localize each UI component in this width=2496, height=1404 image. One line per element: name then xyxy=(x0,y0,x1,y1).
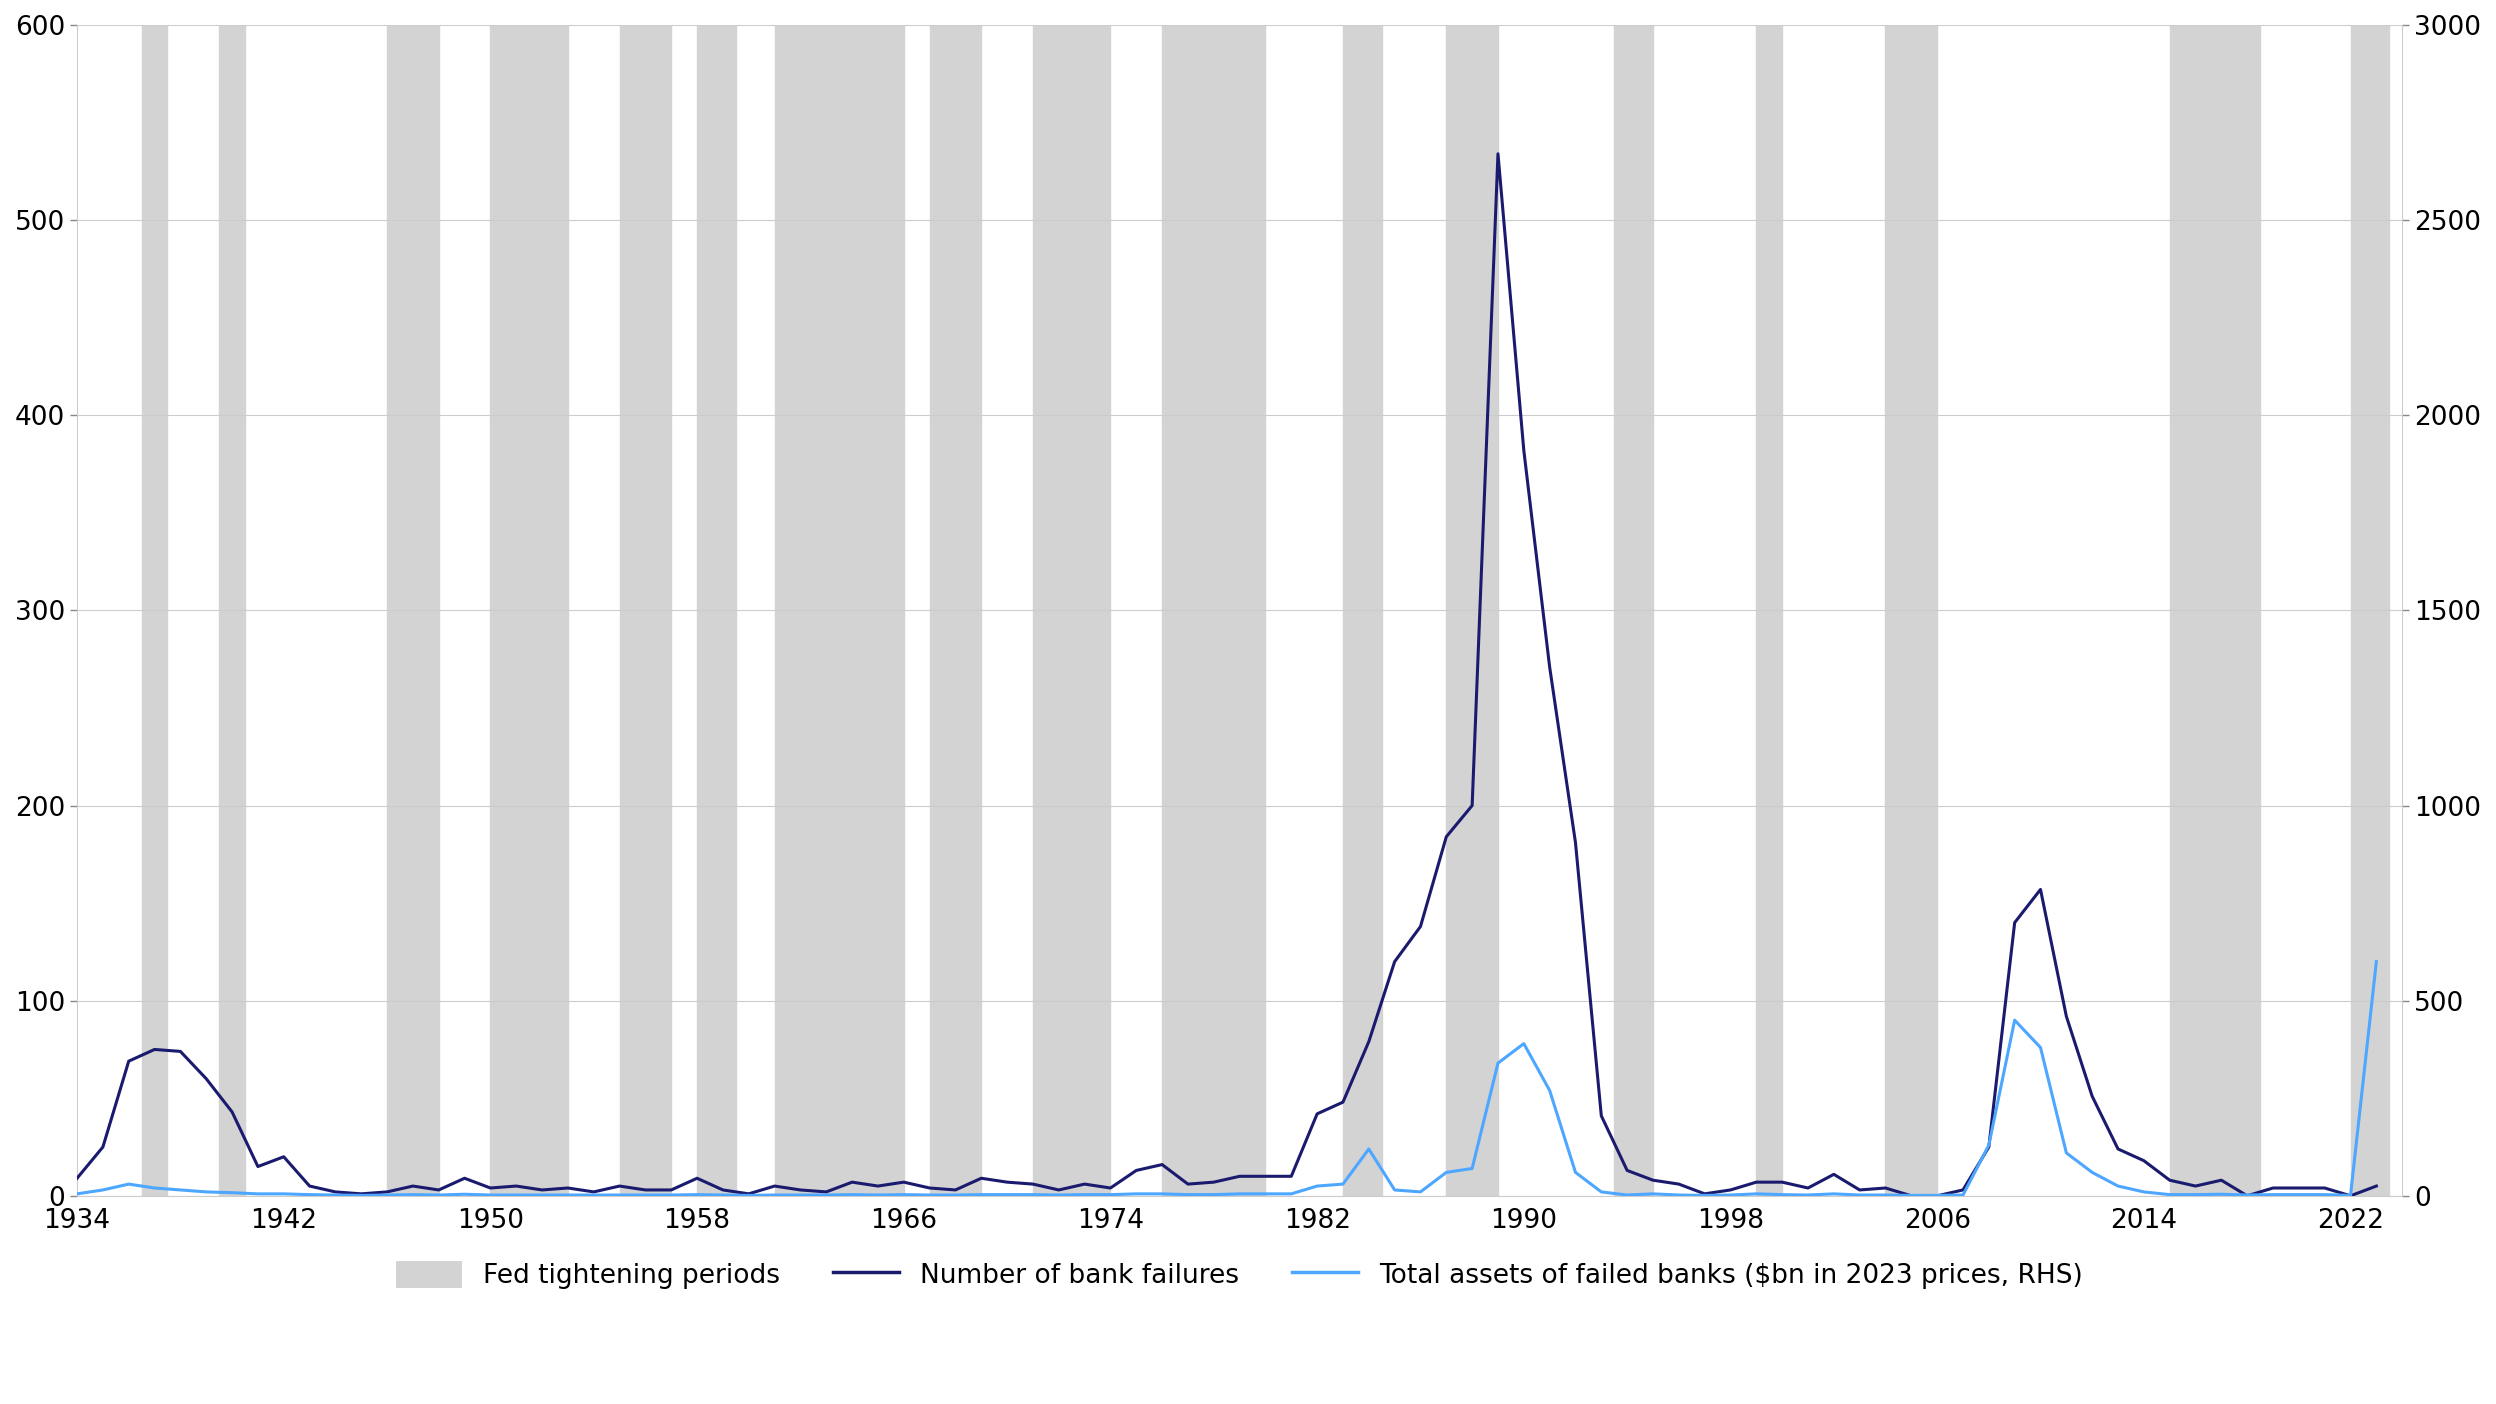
Bar xyxy=(774,25,904,1196)
Bar xyxy=(2351,25,2389,1196)
Bar xyxy=(1884,25,1937,1196)
Legend: Fed tightening periods, Number of bank failures, Total assets of failed banks ($: Fed tightening periods, Number of bank f… xyxy=(387,1250,2094,1300)
Bar xyxy=(1445,25,1498,1196)
Bar xyxy=(2169,25,2259,1196)
Bar xyxy=(619,25,671,1196)
Bar xyxy=(142,25,167,1196)
Bar xyxy=(220,25,245,1196)
Bar xyxy=(929,25,981,1196)
Bar xyxy=(1163,25,1265,1196)
Bar xyxy=(1757,25,1782,1196)
Bar xyxy=(489,25,569,1196)
Bar xyxy=(696,25,736,1196)
Bar xyxy=(387,25,439,1196)
Bar xyxy=(1343,25,1383,1196)
Bar xyxy=(1615,25,1652,1196)
Bar xyxy=(1033,25,1111,1196)
